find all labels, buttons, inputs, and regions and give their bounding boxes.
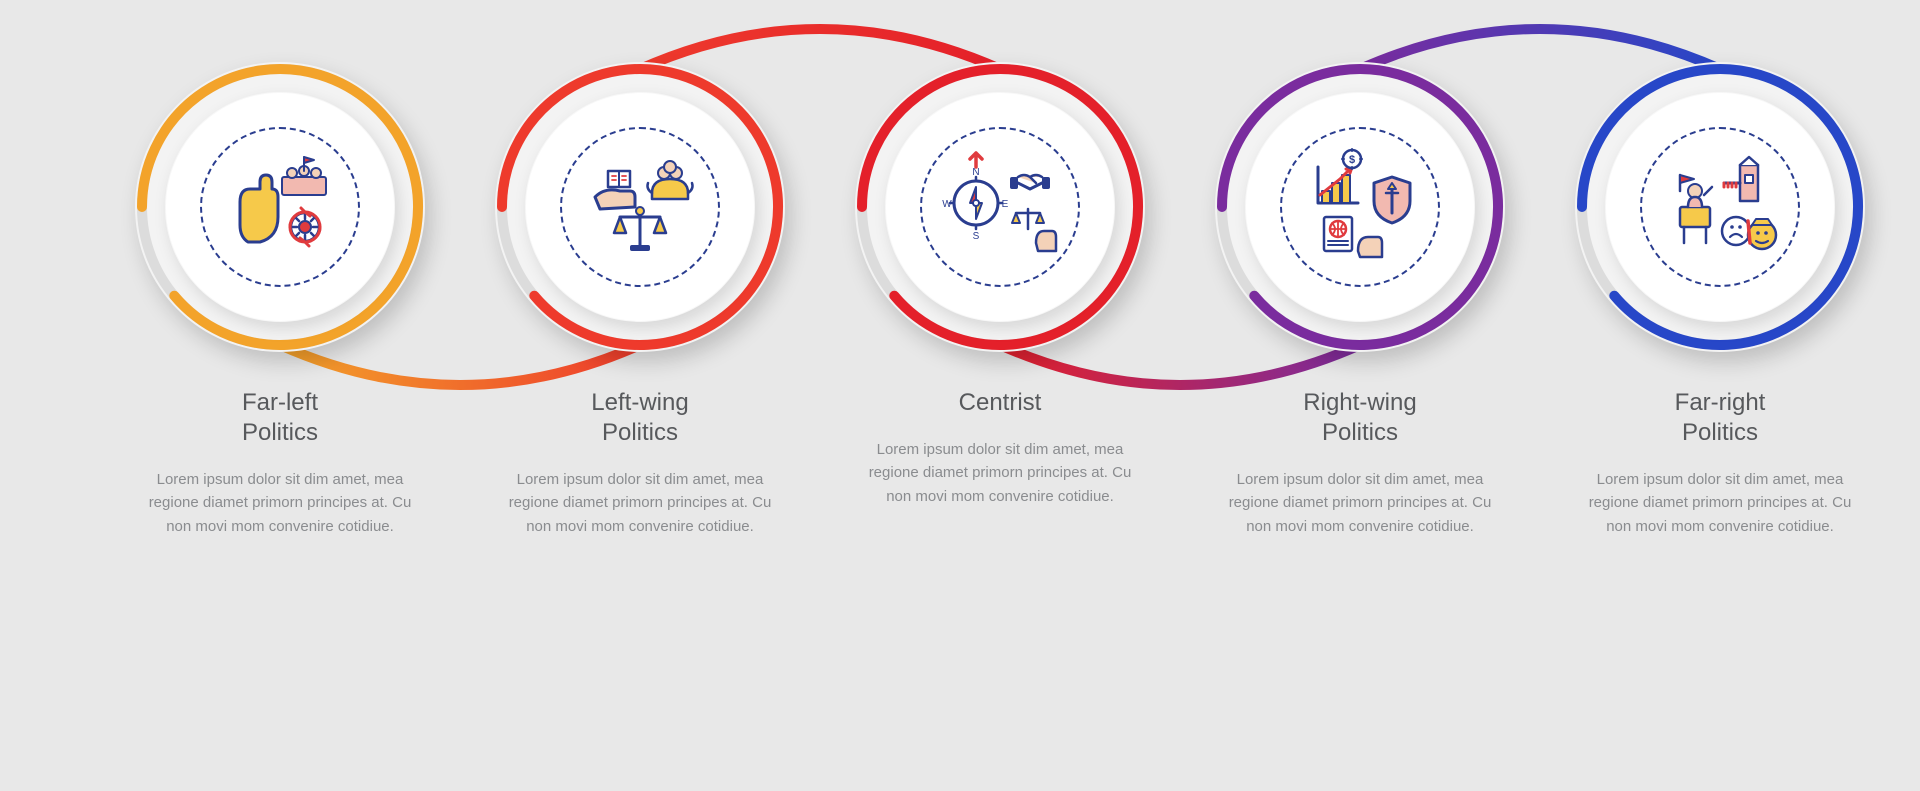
- far-right-icon: [1660, 147, 1780, 267]
- svg-text:E: E: [1002, 199, 1009, 210]
- item-title: Far-left Politics: [141, 388, 419, 448]
- circle-inner: [165, 92, 395, 322]
- node-far-right: Far-right Politics Lorem ipsum dolor sit …: [1575, 62, 1865, 538]
- icon-zone: $: [1280, 127, 1440, 287]
- item-desc: Lorem ipsum dolor sit dim amet, mea regi…: [1581, 468, 1859, 538]
- item-title: Centrist: [861, 388, 1139, 418]
- right-wing-icon: $: [1300, 147, 1420, 267]
- item-title: Far-right Politics: [1581, 388, 1859, 448]
- item-desc: Lorem ipsum dolor sit dim amet, mea regi…: [501, 468, 779, 538]
- item-title: Left-wing Politics: [501, 388, 779, 448]
- nodes-container: Far-left Politics Lorem ipsum dolor sit d…: [0, 0, 1920, 791]
- icon-zone: [560, 127, 720, 287]
- circle-inner: [1605, 92, 1835, 322]
- label-block: Far-right Politics Lorem ipsum dolor sit …: [1575, 388, 1865, 538]
- circle-outer: [135, 62, 425, 352]
- item-desc: Lorem ipsum dolor sit dim amet, mea regi…: [141, 468, 419, 538]
- svg-text:S: S: [973, 231, 980, 242]
- svg-text:W: W: [942, 199, 952, 210]
- circle-inner: NSWE: [885, 92, 1115, 322]
- political-spectrum-infographic: Far-left Politics Lorem ipsum dolor sit d…: [0, 0, 1920, 791]
- node-right-wing: $ Right-wing Politics Lorem ipsum dolor si…: [1215, 62, 1505, 538]
- circle-outer: NSWE: [855, 62, 1145, 352]
- label-block: Centrist Lorem ipsum dolor sit dim amet, …: [855, 388, 1145, 508]
- far-left-icon: [220, 147, 340, 267]
- circle-outer: [1575, 62, 1865, 352]
- svg-text:$: $: [1349, 154, 1355, 166]
- node-left-wing: Left-wing Politics Lorem ipsum dolor sit …: [495, 62, 785, 538]
- centrist-icon: NSWE: [940, 147, 1060, 267]
- item-title: Right-wing Politics: [1221, 388, 1499, 448]
- left-wing-icon: [580, 147, 700, 267]
- label-block: Far-left Politics Lorem ipsum dolor sit d…: [135, 388, 425, 538]
- item-desc: Lorem ipsum dolor sit dim amet, mea regi…: [861, 438, 1139, 508]
- label-block: Right-wing Politics Lorem ipsum dolor sit…: [1215, 388, 1505, 538]
- label-block: Left-wing Politics Lorem ipsum dolor sit …: [495, 388, 785, 538]
- icon-zone: [200, 127, 360, 287]
- icon-zone: [1640, 127, 1800, 287]
- node-centrist: NSWECentristLorem ipsum dolor sit dim am…: [855, 62, 1145, 508]
- circle-inner: [525, 92, 755, 322]
- circle-outer: [495, 62, 785, 352]
- circle-outer: $: [1215, 62, 1505, 352]
- node-far-left: Far-left Politics Lorem ipsum dolor sit d…: [135, 62, 425, 538]
- icon-zone: NSWE: [920, 127, 1080, 287]
- circle-inner: $: [1245, 92, 1475, 322]
- item-desc: Lorem ipsum dolor sit dim amet, mea regi…: [1221, 468, 1499, 538]
